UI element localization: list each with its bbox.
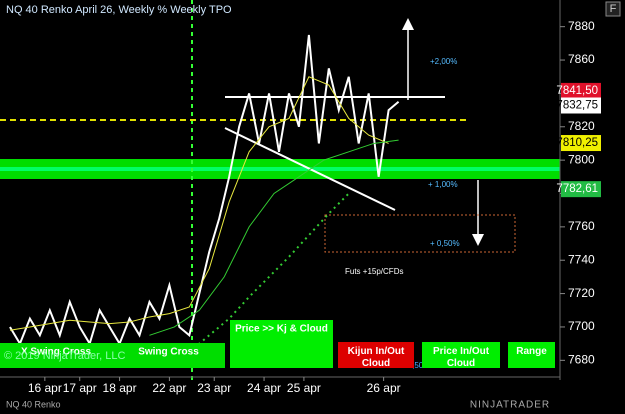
price-marker <box>561 97 601 114</box>
price-marker <box>561 82 601 99</box>
x-tick-label: 22 apr <box>152 381 186 395</box>
y-tick-label: 7700 <box>568 319 595 333</box>
signal-label: Range <box>516 346 547 357</box>
y-tick-label: 7740 <box>568 252 595 266</box>
signal-label: X Swing Cross <box>21 347 91 358</box>
price-marker-label: 7782,61 <box>556 183 598 195</box>
series-line <box>188 192 350 353</box>
signal-label: Kijun In/Out Cloud <box>348 346 405 369</box>
footer: NQ 40 Renko <box>6 399 61 409</box>
series-line <box>9 34 400 347</box>
y-tick-label: 7800 <box>568 152 595 166</box>
y-tick-label: 7720 <box>568 286 595 300</box>
signal-box <box>0 343 112 368</box>
annotation: Futs +15p/CFDs <box>345 267 403 276</box>
signal-box <box>508 342 555 368</box>
x-tick-label: 18 apr <box>103 381 137 395</box>
x-tick-label: 25 apr <box>287 381 321 395</box>
x-tick-label: 26 apr <box>367 381 401 395</box>
signal-label: Swing Cross <box>138 347 199 358</box>
copyright: © 2019 NinjaTrader, LLC <box>4 350 125 362</box>
y-tick-label: 7880 <box>568 19 595 33</box>
signal-box <box>230 320 333 368</box>
annotation: -0,50% <box>405 361 430 370</box>
series-line <box>149 139 399 336</box>
x-tick-label: 16 apr <box>28 381 62 395</box>
signal-box <box>422 342 500 368</box>
price-marker-label: 7810,25 <box>556 137 598 149</box>
price-marker-label: 7841,50 <box>556 85 598 97</box>
price-marker-label: 7832,75 <box>556 100 598 112</box>
x-tick-label: 17 apr <box>63 381 97 395</box>
annotation: + 1,00% <box>428 180 458 189</box>
target-zone <box>324 214 516 253</box>
arrow-head <box>402 18 414 30</box>
y-tick-label: 7820 <box>568 119 595 133</box>
arrow-head <box>472 234 484 246</box>
signal-box <box>338 342 414 368</box>
price-marker <box>561 135 601 152</box>
x-tick-label: 24 apr <box>247 381 281 395</box>
signal-box <box>112 343 225 368</box>
logo: NINJATRADER <box>470 400 550 411</box>
button-label[interactable]: F <box>610 3 617 15</box>
y-tick-label: 7860 <box>568 52 595 66</box>
annotation: +2,00% <box>430 57 457 66</box>
annotation: + 0,50% <box>430 239 460 248</box>
button[interactable] <box>605 1 621 17</box>
signal-label: Price >> Kj & Cloud <box>235 324 328 335</box>
y-tick-label: 7680 <box>568 352 595 366</box>
price-marker <box>561 181 601 198</box>
x-tick-label: 23 apr <box>197 381 231 395</box>
signal-label: Price In/Out Cloud <box>433 346 490 369</box>
y-tick-label: 7760 <box>568 219 595 233</box>
level-band-core <box>0 167 560 171</box>
series-line <box>9 76 389 331</box>
chart-title: NQ 40 Renko April 26, Weekly % Weekly TP… <box>6 4 232 16</box>
